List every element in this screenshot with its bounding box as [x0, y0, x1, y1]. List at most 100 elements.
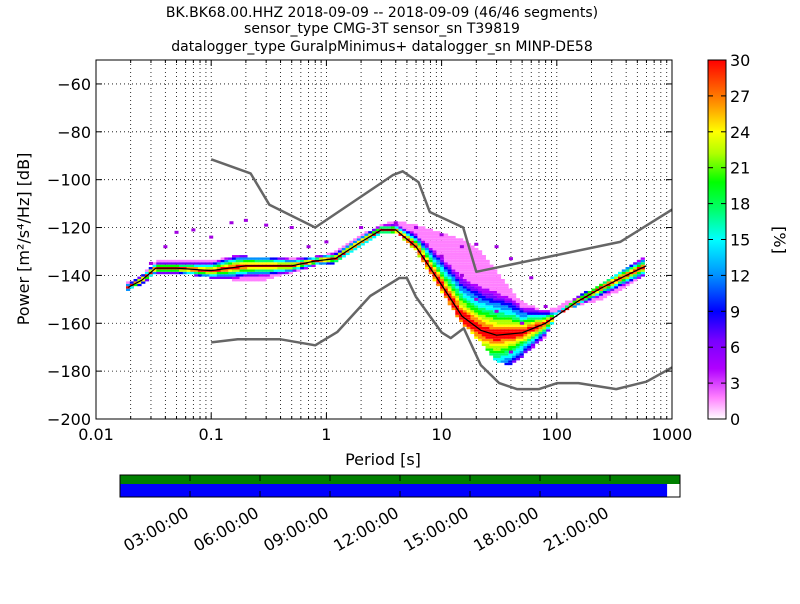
heatmap-cell	[493, 357, 498, 361]
heatmap-cell	[538, 317, 543, 320]
heatmap-cell	[466, 307, 471, 311]
heatmap-cell	[508, 329, 513, 332]
heatmap-cell	[523, 334, 528, 337]
heatmap-cell	[462, 269, 468, 272]
heatmap-cell	[636, 274, 642, 277]
heatmap-cell	[629, 276, 634, 279]
heatmap-cell	[493, 348, 498, 351]
heatmap-cell	[440, 267, 445, 270]
heatmap-cell	[228, 269, 233, 272]
heatmap-cell	[459, 271, 464, 275]
heatmap-cell	[186, 271, 191, 275]
heatmap-cell	[258, 274, 263, 277]
heatmap-cell	[213, 264, 218, 268]
heatmap-cell	[485, 274, 490, 277]
heatmap-cell	[424, 264, 430, 268]
heatmap-cell	[224, 259, 229, 263]
heatmap-cell	[485, 264, 490, 268]
heatmap-cell	[508, 338, 513, 342]
heatmap-cell	[530, 322, 536, 325]
heatmap-cell	[451, 255, 456, 258]
heatmap-cell	[190, 262, 195, 265]
heatmap-cell	[455, 290, 460, 294]
heatmap-cell	[235, 274, 240, 277]
coverage-time-label: 18:00:00	[470, 503, 542, 555]
heatmap-cell	[477, 331, 483, 335]
heatmap-cell	[538, 312, 543, 315]
heatmap-cell	[496, 355, 502, 358]
heatmap-cell	[481, 259, 486, 263]
heatmap-cell	[504, 338, 509, 342]
heatmap-cell	[496, 314, 502, 318]
heatmap-cell	[406, 235, 411, 239]
y-tick-label: −160	[47, 314, 91, 333]
heatmap-cell	[326, 252, 331, 256]
heatmap-cell	[390, 223, 396, 227]
heatmap-cell	[152, 267, 157, 270]
heatmap-cell	[277, 267, 282, 270]
heatmap-cell	[572, 302, 577, 306]
heatmap-cell	[315, 262, 320, 265]
heatmap-cell	[451, 298, 456, 301]
heatmap-cell	[512, 353, 517, 356]
heatmap-cell	[424, 240, 430, 244]
heatmap-cell	[466, 288, 471, 291]
heatmap-cell	[406, 223, 411, 227]
heatmap-cell	[126, 283, 131, 287]
heatmap-cell	[602, 295, 608, 299]
heatmap-cell	[462, 271, 468, 275]
heatmap-cell	[489, 264, 494, 268]
heatmap-cell	[459, 257, 464, 260]
heatmap-cell	[250, 278, 256, 282]
heatmap-cell	[409, 240, 415, 244]
heatmap-cell	[163, 262, 169, 265]
heatmap-cell	[477, 302, 483, 306]
heatmap-cell	[493, 271, 498, 275]
heatmap-cell	[474, 307, 479, 311]
heatmap-cell	[504, 322, 509, 325]
heatmap-cell	[504, 310, 509, 313]
noise_model_low-line	[211, 276, 672, 391]
heatmap-cell	[504, 302, 509, 306]
outlier-cell	[324, 240, 329, 244]
heatmap-cell	[228, 274, 233, 277]
heatmap-cell	[572, 305, 577, 308]
outlier-cell	[209, 235, 214, 239]
heatmap-cell	[436, 231, 441, 234]
heatmap-cell	[602, 281, 608, 284]
heatmap-cell	[489, 338, 494, 342]
heatmap-cell	[163, 264, 169, 268]
heatmap-cell	[178, 271, 184, 275]
heatmap-cell	[243, 271, 248, 275]
heatmap-cell	[447, 302, 452, 306]
heatmap-cell	[617, 276, 623, 279]
heatmap-cell	[496, 295, 502, 299]
heatmap-cell	[508, 334, 513, 337]
heatmap-cell	[205, 262, 210, 265]
heatmap-cell	[447, 276, 452, 279]
heatmap-cell	[402, 238, 407, 241]
heatmap-cell	[530, 319, 536, 323]
y-tick-label: −200	[47, 410, 91, 429]
heatmap-cell	[462, 281, 468, 284]
heatmap-cell	[500, 278, 505, 282]
heatmap-cell	[493, 322, 498, 325]
data-coverage-bar: 03:00:0006:00:0009:00:0012:00:0015:00:00…	[119, 474, 681, 555]
heatmap-cell	[432, 276, 437, 279]
heatmap-cell	[428, 231, 433, 234]
heatmap-cell	[610, 286, 615, 289]
outlier-cell	[264, 223, 269, 227]
heatmap-cell	[477, 305, 483, 308]
heatmap-cell	[500, 336, 505, 339]
heatmap-cell	[432, 259, 437, 263]
heatmap-cell	[440, 274, 445, 277]
heatmap-cell	[451, 307, 456, 311]
heatmap-cell	[447, 255, 452, 258]
heatmap-cell	[440, 278, 445, 282]
heatmap-cell	[455, 281, 460, 284]
heatmap-cell	[466, 276, 471, 279]
heatmap-cell	[250, 259, 256, 263]
heatmap-cell	[231, 259, 237, 263]
heatmap-cell	[447, 274, 452, 277]
